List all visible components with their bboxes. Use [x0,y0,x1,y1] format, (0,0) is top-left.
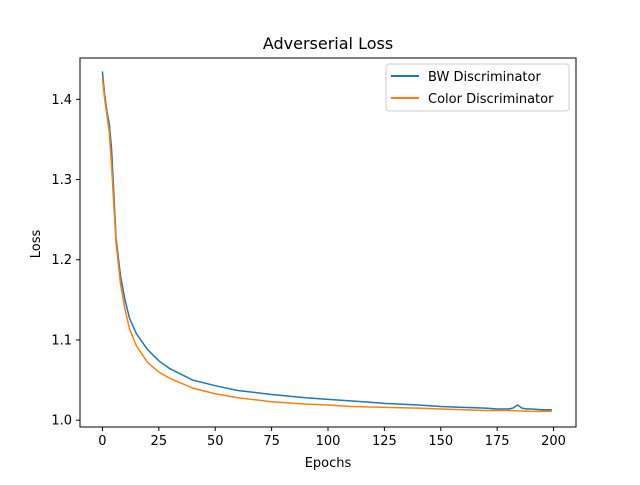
y-tick-label: 1.3 [51,173,72,188]
x-tick-label: 25 [151,434,168,449]
y-tick-label: 1.4 [51,93,72,108]
x-tick-label: 100 [316,434,341,449]
y-tick-label: 1.2 [51,253,72,268]
legend: BW Discriminator Color Discriminator [385,63,570,112]
y-axis-label: Loss [29,230,44,259]
plot-frame [79,57,577,428]
x-tick-label: 125 [372,434,397,449]
y-tick-label: 1.0 [51,414,72,429]
x-axis-label: Epochs [305,456,352,471]
legend-label-color: Color Discriminator [428,92,554,107]
x-tick-label: 200 [541,434,566,449]
x-axis-ticks: 0 25 50 75 100 125 150 175 200 [98,427,566,449]
x-tick-label: 50 [207,434,224,449]
x-tick-label: 175 [485,434,510,449]
y-tick-label: 1.1 [51,333,72,348]
chart-title: Adverserial Loss [263,34,393,53]
x-tick-label: 0 [98,434,106,449]
legend-box [385,63,570,112]
series-line-color [101,77,553,413]
plot-lines [101,71,553,413]
x-tick-label: 150 [428,434,453,449]
x-tick-label: 75 [263,434,280,449]
y-axis-ticks: 1.0 1.1 1.2 1.3 1.4 [51,93,80,429]
series-line-bw [101,71,553,411]
legend-label-bw: BW Discriminator [428,70,541,85]
